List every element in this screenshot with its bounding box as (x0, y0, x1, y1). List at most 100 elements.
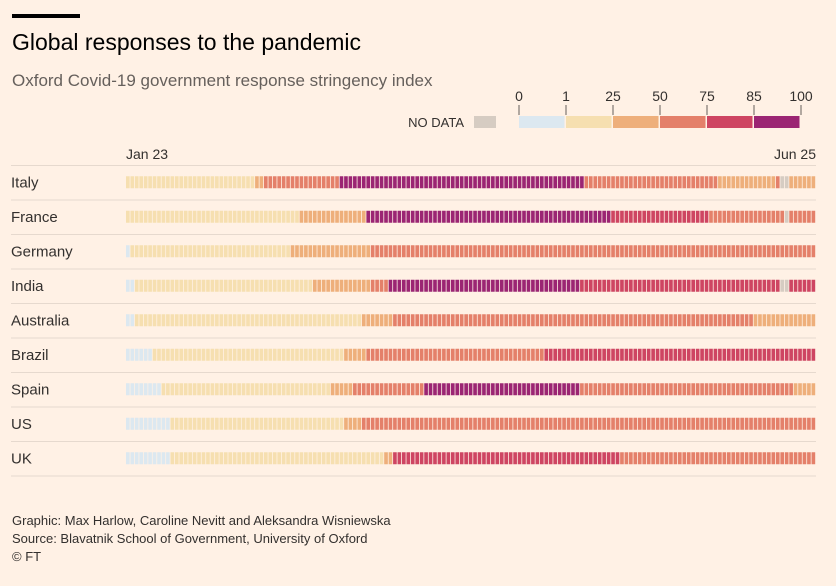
day-cell-australia-56 (375, 314, 379, 327)
day-cell-italy-23 (228, 176, 233, 189)
day-cell-australia-130 (704, 314, 709, 327)
day-cell-us-14 (188, 417, 192, 430)
day-cell-spain-147 (780, 383, 785, 396)
day-cell-france-41 (308, 210, 313, 223)
day-cell-brazil-125 (682, 348, 687, 361)
day-cell-us-2 (134, 417, 139, 430)
day-cell-us-104 (588, 417, 593, 430)
day-cell-germany-19 (210, 245, 215, 258)
day-cell-us-24 (232, 417, 237, 430)
day-cell-italy-125 (682, 176, 687, 189)
day-cell-us-139 (744, 417, 749, 430)
day-cell-germany-70 (437, 245, 442, 258)
day-cell-italy-149 (789, 176, 793, 189)
row-label-germany: Germany (11, 243, 73, 260)
chart-subtitle: Oxford Covid-19 government response stri… (12, 71, 433, 90)
day-cell-uk-81 (486, 452, 491, 465)
day-cell-germany-31 (264, 245, 268, 258)
day-cell-spain-5 (148, 383, 152, 396)
day-cell-us-133 (718, 417, 722, 430)
day-cell-brazil-48 (339, 348, 344, 361)
day-cell-uk-9 (166, 452, 170, 465)
day-cell-us-80 (482, 417, 486, 430)
day-cell-italy-102 (580, 176, 584, 189)
day-cell-italy-51 (353, 176, 357, 189)
day-cell-uk-118 (651, 452, 655, 465)
day-cell-italy-68 (428, 176, 433, 189)
day-cell-italy-106 (597, 176, 602, 189)
day-cell-spain-136 (731, 383, 736, 396)
day-cell-brazil-85 (504, 348, 509, 361)
day-cell-uk-99 (566, 452, 571, 465)
day-cell-spain-131 (709, 383, 713, 396)
day-cell-australia-145 (771, 314, 776, 327)
day-cell-brazil-37 (290, 348, 295, 361)
day-cell-spain-47 (335, 383, 339, 396)
day-cell-australia-94 (544, 314, 549, 327)
day-cell-brazil-77 (468, 348, 473, 361)
day-cell-us-70 (437, 417, 442, 430)
day-cell-germany-151 (798, 245, 802, 258)
chart-title: Global responses to the pandemic (12, 29, 362, 55)
day-cell-australia-139 (744, 314, 749, 327)
day-cell-india-141 (753, 279, 758, 292)
day-cell-italy-27 (246, 176, 250, 189)
day-cell-germany-22 (223, 245, 228, 258)
day-cell-spain-118 (651, 383, 655, 396)
day-cell-us-61 (397, 417, 402, 430)
day-cell-germany-78 (473, 245, 477, 258)
day-cell-australia-93 (540, 314, 544, 327)
day-cell-italy-137 (735, 176, 740, 189)
day-cell-india-26 (241, 279, 246, 292)
day-cell-australia-101 (575, 314, 580, 327)
day-cell-us-49 (344, 417, 348, 430)
day-cell-spain-96 (553, 383, 558, 396)
day-cell-brazil-138 (740, 348, 744, 361)
day-cell-spain-99 (566, 383, 571, 396)
day-cell-spain-16 (197, 383, 201, 396)
day-cell-france-45 (326, 210, 330, 223)
day-cell-italy-110 (615, 176, 620, 189)
legend-swatch-0 (519, 116, 565, 128)
day-cell-brazil-21 (219, 348, 224, 361)
day-cell-brazil-131 (709, 348, 713, 361)
day-cell-brazil-139 (744, 348, 749, 361)
day-cell-brazil-152 (802, 348, 807, 361)
day-cell-brazil-24 (232, 348, 237, 361)
day-cell-italy-81 (486, 176, 491, 189)
day-cell-australia-68 (428, 314, 433, 327)
day-cell-australia-71 (442, 314, 446, 327)
day-cell-india-126 (686, 279, 691, 292)
day-cell-spain-6 (152, 383, 157, 396)
day-cell-italy-104 (588, 176, 593, 189)
day-cell-france-110 (615, 210, 620, 223)
day-cell-italy-135 (726, 176, 731, 189)
day-cell-australia-26 (241, 314, 246, 327)
day-cell-us-47 (335, 417, 339, 430)
day-cell-france-85 (504, 210, 509, 223)
day-cell-uk-102 (580, 452, 584, 465)
day-cell-italy-49 (344, 176, 348, 189)
day-cell-us-66 (419, 417, 424, 430)
day-cell-italy-63 (406, 176, 411, 189)
day-cell-germany-88 (517, 245, 522, 258)
day-cell-us-26 (241, 417, 246, 430)
day-cell-us-108 (606, 417, 611, 430)
day-cell-uk-92 (535, 452, 540, 465)
day-cell-uk-25 (237, 452, 241, 465)
day-cell-australia-16 (197, 314, 201, 327)
day-cell-germany-4 (143, 245, 148, 258)
legend-swatch-2 (613, 116, 659, 128)
day-cell-australia-153 (807, 314, 811, 327)
day-cell-germany-144 (767, 245, 771, 258)
day-cell-uk-44 (321, 452, 326, 465)
day-cell-uk-122 (669, 452, 673, 465)
day-cell-us-112 (624, 417, 629, 430)
day-cell-spain-19 (210, 383, 215, 396)
day-cell-france-98 (562, 210, 566, 223)
day-cell-germany-34 (277, 245, 282, 258)
day-cell-spain-7 (157, 383, 161, 396)
day-cell-australia-2 (134, 314, 139, 327)
day-cell-germany-126 (686, 245, 691, 258)
day-cell-uk-73 (450, 452, 455, 465)
